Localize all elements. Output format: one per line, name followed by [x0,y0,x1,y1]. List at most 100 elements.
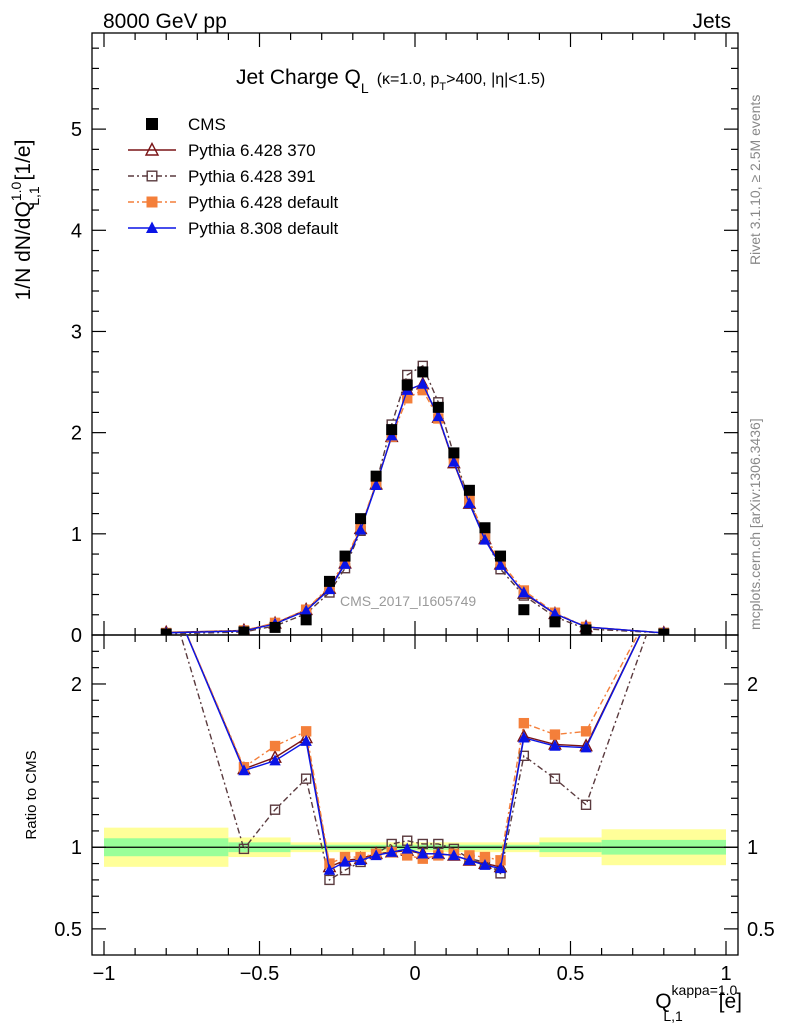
data-point [161,580,172,591]
data-point [518,750,530,762]
data-point [549,616,561,628]
ratio-tick-label-left: 2 [71,674,82,696]
data-point [479,851,491,863]
data-point [144,141,160,156]
data-point [300,726,312,737]
ratio-tick-label-left: 1 [71,837,82,859]
data-point [339,855,351,867]
header-energy-label: 8000 GeV pp [103,10,227,33]
ratio-tick-label-right: 2 [747,674,758,696]
ratio-tick-label-right: 1 [747,837,758,859]
data-point [323,575,335,587]
data-point [146,196,158,208]
data-point [417,377,429,389]
data-point [339,550,351,562]
x-tick-label: 1 [720,963,731,985]
data-point [402,850,413,861]
series-line-ratio [186,635,639,865]
y-tick-label: 5 [71,119,82,141]
data-point [494,862,507,874]
y-tick-label: 3 [71,321,82,343]
data-point [580,741,592,753]
analysis-watermark: CMS_2017_I1605749 [340,593,476,609]
mcplots-reference-label: mcplots.cern.ch [arXiv:1306.3436] [747,418,763,630]
data-point [300,773,312,784]
data-point [448,447,460,459]
data-point [146,170,158,182]
x-tick-label: 0.5 [557,963,585,985]
data-point [518,604,530,616]
data-point [448,849,460,861]
data-point [658,580,669,591]
data-point [659,582,668,591]
data-point [146,118,158,130]
data-point [518,586,530,598]
ratio-series-layer [161,580,669,886]
data-point [432,410,445,422]
data-point [339,557,351,569]
y-tick-label: 0 [71,625,82,647]
y-axis-label-ratio: Ratio to CMS [23,750,40,839]
data-point [518,717,530,729]
data-point [324,858,335,869]
header-jets-label: Jets [692,10,731,33]
data-point [417,366,429,378]
data-point [269,621,281,633]
rivet-version-label: Rivet 3.1.10, ≥ 2.5M events [747,95,763,265]
data-point [479,533,491,545]
data-point [580,726,592,737]
data-point [160,628,172,635]
data-point [417,847,429,859]
series-line-top [166,383,664,634]
data-point [269,740,281,752]
data-point [658,580,669,591]
data-point [549,729,561,740]
x-axis-label: Qkappa=1.0 L,1 [e] [655,982,742,1024]
data-point [161,581,171,591]
data-point [385,845,398,857]
series-line-ratio [186,635,642,872]
data-point [300,604,312,616]
chart-title: Jet Charge QL (κ=1.0, pT>400, |η|<1.5) [236,66,545,96]
data-point [370,479,382,490]
y-tick-label: 4 [71,220,82,242]
data-point [370,849,382,861]
data-point [432,401,444,413]
series-line-top [166,364,664,635]
legend: CMS Pythia 6.428 370 Pythia 6.428 391 Pythi… [128,115,339,238]
data-point [354,523,367,535]
data-point [494,558,507,570]
data-point [401,379,413,391]
data-point [549,773,561,784]
data-point [549,607,561,619]
data-point [402,369,413,381]
data-point [580,799,592,810]
series-line-ratio [179,635,648,882]
data-point [479,859,491,870]
data-point [659,581,669,591]
data-point [161,580,172,591]
data-point [355,513,367,525]
y-tick-label: 1 [71,524,82,546]
data-point [463,497,476,509]
x-tick-label: 0 [409,963,420,985]
data-point [518,731,530,743]
data-point [323,583,336,595]
ratio-tick-label-right: 0.5 [747,919,775,941]
data-point [549,739,561,751]
axis-ticks [92,33,738,955]
data-point [495,855,506,866]
axis-tick-labels: −1 −0.5 0 0.5 1 0 1 2 3 4 5 0.5 0.5 1 1 2 2 [54,119,775,985]
x-tick-label: −0.5 [240,963,279,985]
data-point [238,626,250,635]
data-point [417,384,428,396]
data-point [323,863,336,875]
data-point [370,470,382,482]
data-point [658,628,670,635]
data-point [354,854,367,866]
data-point [300,734,312,746]
legend-label: CMS [188,115,226,134]
x-tick-label: −1 [93,963,116,985]
legend-label: Pythia 8.308 default [188,219,339,238]
